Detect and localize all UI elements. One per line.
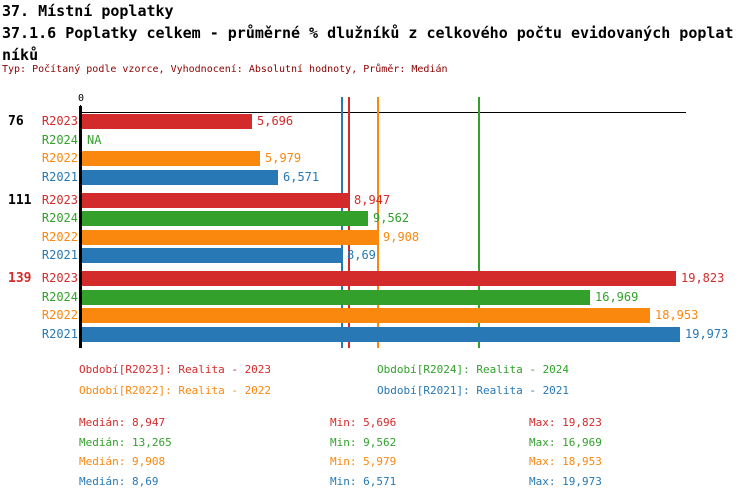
series-label: R2024 bbox=[41, 211, 78, 225]
series-label: R2021 bbox=[41, 248, 78, 262]
legend-item-R2023: Období[R2023]: Realita - 2023 bbox=[79, 363, 272, 376]
stat-median-R2021: Medián: 8,69 bbox=[79, 475, 159, 489]
bar-value-label: 8,69 bbox=[347, 248, 376, 262]
bar-R2022 bbox=[82, 229, 378, 245]
report-section-title: 37. Místní poplatky bbox=[2, 2, 174, 20]
stat-max-R2021: Max: 19,973 bbox=[529, 475, 602, 489]
bar-value-label: 19,973 bbox=[685, 326, 729, 341]
stat-median-R2022: Medián: 9,908 bbox=[79, 455, 166, 469]
bar-value-label: 5,979 bbox=[265, 151, 302, 165]
legend-item-R2022: Období[R2022]: Realita - 2022 bbox=[79, 383, 272, 397]
stat-min-R2021: Min: 6,571 bbox=[330, 475, 397, 489]
series-label: R2022 bbox=[41, 229, 78, 244]
series-label: R2021 bbox=[41, 169, 78, 184]
bar-R2023 bbox=[82, 271, 676, 286]
x-axis-zero-label: 0 bbox=[77, 93, 85, 104]
bar-R2024 bbox=[82, 289, 590, 305]
bar-R2021 bbox=[82, 169, 278, 185]
median-line-R2022 bbox=[377, 97, 379, 348]
bar-R2022 bbox=[82, 151, 260, 166]
bar-na-label: NA bbox=[87, 132, 102, 147]
series-label: R2023 bbox=[41, 114, 78, 128]
report-chart-title-line2: níků bbox=[2, 46, 39, 64]
x-axis-line bbox=[81, 112, 686, 113]
series-label: R2023 bbox=[41, 192, 78, 207]
stat-median-R2024: Medián: 13,265 bbox=[79, 435, 172, 449]
median-line-R2024 bbox=[478, 97, 480, 348]
bar-R2023 bbox=[82, 114, 252, 129]
legend-item-R2021: Období[R2021]: Realita - 2021 bbox=[377, 383, 570, 397]
stat-min-R2023: Min: 5,696 bbox=[330, 416, 397, 429]
series-label: R2024 bbox=[41, 132, 78, 147]
series-label: R2021 bbox=[41, 326, 78, 341]
bar-value-label: 9,562 bbox=[373, 211, 410, 225]
bar-R2021 bbox=[82, 248, 342, 263]
group-label: 111 bbox=[8, 192, 32, 208]
series-label: R2023 bbox=[41, 271, 78, 285]
report-meta-line: Typ: Počítaný podle vzorce, Vyhodnocení:… bbox=[2, 64, 448, 75]
bar-R2023 bbox=[82, 192, 349, 208]
bar-R2024 bbox=[82, 211, 368, 226]
stat-median-R2023: Medián: 8,947 bbox=[79, 416, 166, 429]
group-label: 76 bbox=[8, 114, 24, 129]
legend-item-R2024: Období[R2024]: Realita - 2024 bbox=[377, 363, 570, 376]
bar-value-label: 8,947 bbox=[354, 192, 391, 207]
bar-value-label: 9,908 bbox=[383, 229, 420, 244]
stat-min-R2024: Min: 9,562 bbox=[330, 435, 397, 449]
bar-R2022 bbox=[82, 308, 650, 323]
stat-max-R2023: Max: 19,823 bbox=[529, 416, 602, 429]
bar-value-label: 19,823 bbox=[681, 271, 725, 285]
bar-R2021 bbox=[82, 326, 680, 342]
stat-min-R2022: Min: 5,979 bbox=[330, 455, 397, 469]
bar-value-label: 5,696 bbox=[257, 114, 294, 128]
bar-value-label: 6,571 bbox=[283, 169, 320, 184]
series-label: R2022 bbox=[41, 308, 78, 322]
y-axis-line bbox=[79, 106, 82, 348]
group-label: 139 bbox=[8, 271, 32, 286]
stat-max-R2024: Max: 16,969 bbox=[529, 435, 602, 449]
series-label: R2024 bbox=[41, 289, 78, 304]
stat-max-R2022: Max: 18,953 bbox=[529, 455, 602, 469]
series-label: R2022 bbox=[41, 151, 78, 165]
bar-value-label: 18,953 bbox=[655, 308, 699, 322]
bar-value-label: 16,969 bbox=[595, 289, 639, 304]
report-chart-title-line1: 37.1.6 Poplatky celkem - průměrné % dluž… bbox=[2, 24, 734, 42]
